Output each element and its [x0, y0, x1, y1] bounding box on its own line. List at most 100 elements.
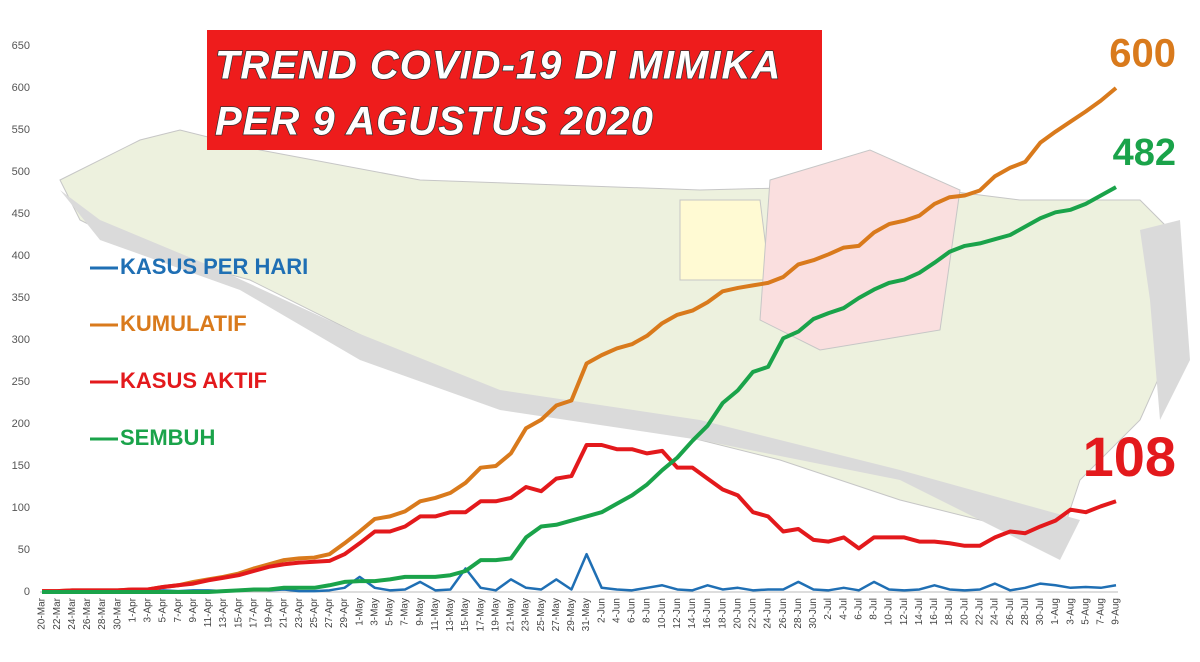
x-tick-label: 7-Aug [1096, 598, 1107, 625]
x-tick-label: 13-Apr [218, 597, 229, 628]
x-tick-label: 7-Apr [173, 597, 184, 622]
x-tick-label: 11-May [430, 598, 441, 631]
series-line [42, 185, 1117, 594]
x-tick-label: 13-May [445, 598, 456, 631]
x-tick-label: 12-Jul [899, 598, 910, 625]
y-tick-label: 400 [12, 250, 30, 262]
x-tick-label: 24-Jul [990, 598, 1001, 625]
y-tick-label: 150 [12, 460, 30, 472]
x-tick-label: 14-Jun [687, 598, 698, 629]
x-tick-label: 3-Aug [1065, 598, 1076, 625]
y-tick-label: 300 [12, 334, 30, 346]
x-tick-label: 27-May [551, 598, 562, 631]
x-tick-label: 6-Jun [627, 598, 638, 623]
x-tick-label: 29-Apr [339, 597, 350, 628]
x-tick-label: 12-Jun [672, 598, 683, 629]
x-tick-label: 18-Jul [944, 598, 955, 625]
x-tick-label: 4-Jul [838, 598, 849, 620]
x-tick-label: 23-May [521, 598, 532, 631]
y-tick-label: 350 [12, 292, 30, 304]
x-tick-label: 1-Aug [1050, 598, 1061, 625]
x-tick-label: 26-Jul [1005, 598, 1016, 625]
x-tick-label: 18-Jun [717, 598, 728, 629]
series-line [41, 552, 1117, 594]
x-tick-label: 26-Jun [778, 598, 789, 629]
x-tick-label: 30-Jun [808, 598, 819, 629]
chart-title: PER 9 AGUSTUS 2020 [215, 100, 654, 144]
x-tick-label: 14-Jul [914, 598, 925, 625]
x-tick-label: 25-May [536, 598, 547, 631]
x-tick-label: 28-Mar [97, 597, 108, 629]
x-tick-label: 25-Apr [309, 597, 320, 628]
x-tick-label: 22-Mar [52, 597, 63, 629]
title-box [207, 30, 822, 150]
y-tick-label: 200 [12, 418, 30, 430]
series-line [42, 443, 1117, 594]
x-tick-label: 7-May [400, 598, 411, 626]
y-tick-label: 600 [12, 82, 30, 94]
y-tick-label: 550 [12, 124, 30, 136]
x-tick-label: 11-Apr [203, 597, 214, 627]
y-tick-label: 450 [12, 208, 30, 220]
end-label: 482 [1113, 132, 1176, 174]
x-tick-label: 3-May [369, 598, 380, 626]
x-tick-label: 21-May [506, 598, 517, 631]
y-tick-label: 250 [12, 376, 30, 388]
x-tick-label: 1-May [354, 598, 365, 626]
x-tick-label: 24-Jun [763, 598, 774, 629]
x-tick-label: 3-Apr [143, 597, 154, 622]
x-tick-label: 5-May [385, 598, 396, 626]
y-tick-label: 100 [12, 502, 30, 514]
x-tick-label: 16-Jul [929, 598, 940, 625]
x-tick-label: 23-Apr [294, 597, 305, 628]
x-tick-label: 19-Apr [264, 597, 275, 628]
y-tick-label: 500 [12, 166, 30, 178]
end-label: 600 [1109, 32, 1176, 76]
x-tick-label: 22-Jul [974, 598, 985, 625]
x-tick-label: 4-Jun [611, 598, 622, 623]
x-tick-label: 20-Mar [37, 597, 48, 629]
x-tick-label: 16-Jun [702, 598, 713, 629]
x-tick-label: 6-Jul [853, 598, 864, 620]
map-background [59, 129, 1190, 560]
x-tick-label: 2-Jul [823, 598, 834, 620]
y-tick-label: 650 [12, 40, 30, 52]
x-tick-label: 8-Jun [642, 598, 653, 623]
x-tick-label: 31-May [581, 598, 592, 631]
x-tick-label: 9-Aug [1111, 598, 1122, 625]
x-tick-label: 5-Aug [1080, 598, 1091, 625]
legend-label: KASUS PER HARI [120, 254, 308, 279]
x-tick-label: 26-Mar [82, 597, 93, 629]
x-tick-label: 20-Jun [732, 598, 743, 629]
x-tick-label: 5-Apr [158, 597, 169, 622]
x-tick-label: 28-Jul [1020, 598, 1031, 625]
legend-label: KUMULATIF [120, 311, 247, 336]
x-tick-label: 22-Jun [748, 598, 759, 629]
x-tick-label: 30-Mar [112, 597, 123, 629]
x-tick-label: 15-May [460, 598, 471, 631]
x-tick-label: 10-Jun [657, 598, 668, 629]
chart-title: TREND COVID-19 DI MIMIKA [215, 44, 781, 88]
y-tick-label: 50 [18, 544, 30, 556]
x-tick-label: 30-Jul [1035, 598, 1046, 625]
x-tick-label: 19-May [490, 598, 501, 631]
x-tick-label: 17-Apr [248, 597, 259, 628]
x-tick-label: 2-Jun [596, 598, 607, 623]
x-tick-label: 9-May [415, 598, 426, 626]
x-tick-label: 9-Apr [188, 597, 199, 622]
x-tick-label: 8-Jul [869, 598, 880, 620]
x-tick-label: 28-Jun [793, 598, 804, 629]
y-tick-label: 0 [24, 586, 30, 598]
legend-label: SEMBUH [120, 425, 215, 450]
legend-label: KASUS AKTIF [120, 368, 267, 393]
x-tick-label: 10-Jul [884, 598, 895, 625]
x-tick-label: 1-Apr [127, 597, 138, 622]
x-tick-label: 24-Mar [67, 597, 78, 629]
x-tick-label: 17-May [475, 598, 486, 631]
x-tick-label: 29-May [566, 598, 577, 631]
x-tick-label: 21-Apr [279, 597, 290, 628]
x-tick-label: 15-Apr [233, 597, 244, 628]
end-label: 108 [1083, 425, 1176, 488]
x-tick-label: 20-Jul [959, 598, 970, 625]
